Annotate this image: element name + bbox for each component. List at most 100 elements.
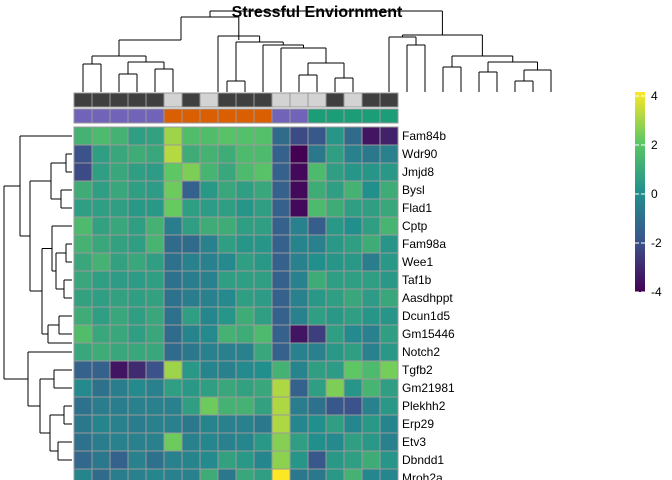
heatmap-cell — [289, 324, 309, 344]
heatmap-cell — [379, 360, 399, 380]
heatmap-cell — [163, 234, 183, 254]
heatmap-cell — [91, 360, 111, 380]
heatmap-cell — [199, 378, 219, 398]
heatmap-cell — [217, 450, 237, 470]
heatmap-cell — [217, 180, 237, 200]
row-label: Notch2 — [402, 345, 440, 359]
heatmap-cell — [307, 414, 327, 434]
legend-tick-label: -2 — [651, 236, 662, 250]
annotation-cell — [145, 92, 165, 108]
row-label: Gm21981 — [402, 381, 455, 395]
heatmap-cell — [307, 324, 327, 344]
row-label: Wee1 — [402, 255, 433, 269]
row-label: Aasdhppt — [402, 291, 453, 305]
heatmap-cell — [307, 450, 327, 470]
heatmap-cell — [379, 324, 399, 344]
annotation-cell — [127, 92, 147, 108]
row-dendro-branch — [63, 405, 72, 425]
heatmap-cell — [91, 180, 111, 200]
heatmap-cell — [181, 342, 201, 362]
heatmap-cell — [73, 270, 93, 290]
heatmap-cell — [271, 414, 291, 434]
annotation-cell — [325, 108, 345, 124]
annotation-cell — [109, 92, 129, 108]
heatmap-cell — [289, 378, 309, 398]
heatmap-cell — [307, 198, 327, 218]
heatmap-cell — [91, 162, 111, 182]
heatmap-cell — [307, 162, 327, 182]
heatmap-cell — [379, 198, 399, 218]
heatmap-cell — [235, 432, 255, 452]
heatmap-cell — [325, 396, 345, 416]
annotation-cell — [199, 92, 219, 108]
heatmap-cell — [289, 144, 309, 164]
heatmap-cell — [127, 126, 147, 146]
heatmap-cell — [145, 396, 165, 416]
heatmap-cell — [163, 198, 183, 218]
heatmap-cell — [127, 288, 147, 308]
column-annotation-group — [73, 108, 399, 124]
col-dendro-branch — [442, 66, 462, 92]
column-dendrogram — [82, 10, 552, 92]
heatmap-cell — [235, 342, 255, 362]
col-dendro-branch — [478, 71, 498, 92]
row-label: Tgfb2 — [402, 363, 433, 377]
heatmap-cell — [379, 378, 399, 398]
annotation-cell — [271, 92, 291, 108]
heatmap-cell — [145, 450, 165, 470]
heatmap-cell — [271, 288, 291, 308]
heatmap-cell — [163, 414, 183, 434]
heatmap-cell — [361, 432, 381, 452]
heatmap-cell — [379, 126, 399, 146]
heatmap-cell — [271, 234, 291, 254]
annotation-cell — [127, 108, 147, 124]
heatmap-cell — [163, 360, 183, 380]
heatmap-cell — [379, 234, 399, 254]
heatmap-cell — [109, 360, 129, 380]
row-label: Fam84b — [402, 129, 446, 143]
heatmap-cell — [217, 126, 237, 146]
heatmap-cell — [253, 468, 273, 480]
legend-tick-label: 4 — [651, 89, 658, 103]
heatmap-cell — [235, 198, 255, 218]
heatmap-cell — [235, 324, 255, 344]
heatmap-cell — [181, 396, 201, 416]
legend-ticks: 4 2 0 -2 -4 — [635, 89, 662, 299]
heatmap-cell — [235, 360, 255, 380]
heatmap-cell — [271, 432, 291, 452]
col-dendro-branch — [118, 73, 138, 92]
heatmap-cell — [379, 270, 399, 290]
heatmap-cell — [379, 468, 399, 480]
heatmap-cell — [127, 324, 147, 344]
heatmap-cell — [127, 450, 147, 470]
heatmap-cell — [127, 468, 147, 480]
heatmap-cell — [343, 234, 363, 254]
heatmap-cell — [127, 342, 147, 362]
col-dendro-branch — [406, 44, 426, 92]
heatmap-cell — [145, 468, 165, 480]
heatmap-cell — [271, 216, 291, 236]
heatmap-cell — [163, 396, 183, 416]
heatmap-cell — [217, 432, 237, 452]
heatmap-cell — [253, 342, 273, 362]
heatmap-cell — [325, 324, 345, 344]
heatmap-cell — [163, 126, 183, 146]
heatmap-cell — [199, 450, 219, 470]
row-labels: Fam84b Wdr90 Jmjd8 Bysl Flad1 Cptp Fam98a Wee1 T… — [402, 129, 455, 480]
heatmap-cell — [307, 360, 327, 380]
heatmap-cell — [181, 450, 201, 470]
row-dendro-branch — [41, 248, 52, 335]
heatmap-cell — [343, 324, 363, 344]
heatmap-cell — [73, 360, 93, 380]
heatmap-cell — [361, 414, 381, 434]
heatmap-cell — [271, 324, 291, 344]
heatmap-cell — [163, 468, 183, 480]
row-dendro-branch — [63, 279, 72, 299]
row-dendro-branch — [53, 369, 72, 389]
heatmap-cell — [127, 216, 147, 236]
heatmap-cell — [163, 288, 183, 308]
heatmap-cell — [289, 270, 309, 290]
heatmap-cell — [217, 162, 237, 182]
heatmap-cell — [199, 288, 219, 308]
heatmap-cell — [163, 270, 183, 290]
